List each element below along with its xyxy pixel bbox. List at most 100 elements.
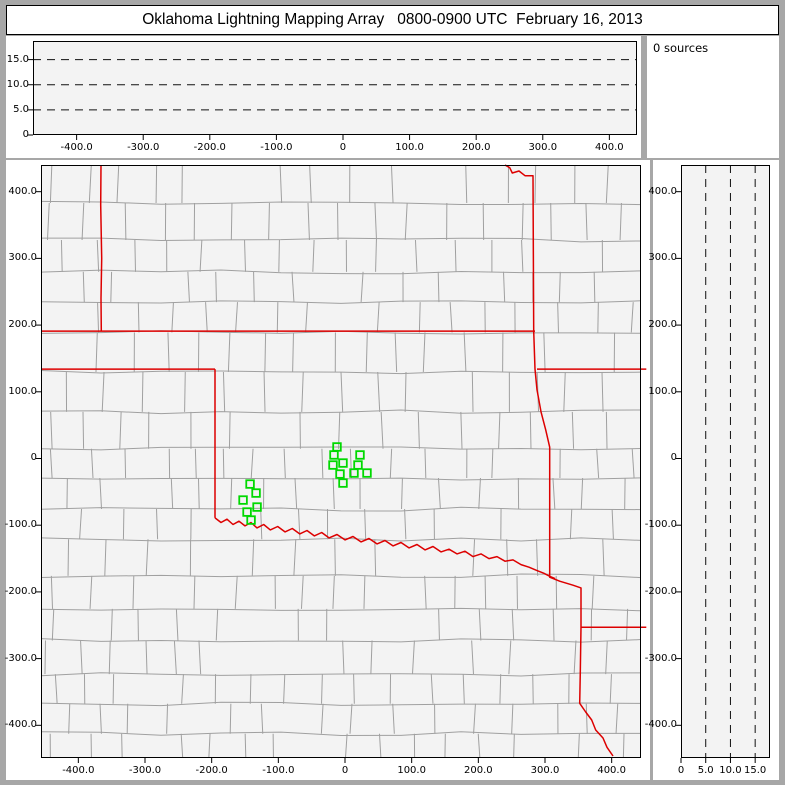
county-line bbox=[332, 478, 335, 510]
county-line bbox=[569, 508, 573, 540]
tick-label: -200.0 bbox=[195, 765, 228, 776]
county-line bbox=[222, 448, 225, 479]
station-marker bbox=[328, 460, 338, 470]
county-line bbox=[591, 575, 595, 609]
county-line bbox=[340, 372, 344, 412]
county-line bbox=[484, 575, 487, 609]
county-line bbox=[615, 703, 619, 734]
window-title: Oklahoma Lightning Mapping Array 0800-09… bbox=[142, 11, 643, 28]
tick-label: 400.0 bbox=[648, 185, 677, 197]
tick-label: 200.0 bbox=[461, 142, 491, 153]
county-line bbox=[550, 202, 552, 240]
county-line bbox=[558, 271, 561, 303]
tick-label: -100.0 bbox=[260, 142, 293, 153]
county-line bbox=[465, 164, 468, 204]
station-marker bbox=[245, 479, 255, 489]
county-line bbox=[511, 608, 515, 641]
county-line bbox=[473, 703, 476, 734]
county-line bbox=[175, 608, 179, 641]
tick-label: -300.0 bbox=[128, 765, 162, 776]
county-line bbox=[477, 733, 481, 759]
county-line bbox=[228, 411, 231, 449]
county-line bbox=[552, 608, 555, 641]
tick-label: 300.0 bbox=[8, 252, 37, 264]
county-line bbox=[438, 608, 440, 641]
county-line bbox=[349, 703, 353, 734]
county-line bbox=[378, 733, 382, 759]
county-line bbox=[499, 674, 502, 704]
county-line bbox=[110, 271, 113, 303]
county-line bbox=[260, 703, 264, 734]
county-line bbox=[184, 372, 186, 412]
county-line bbox=[51, 608, 55, 641]
county-line bbox=[506, 539, 509, 576]
county-line bbox=[424, 575, 427, 609]
county-line bbox=[89, 575, 93, 609]
county-line bbox=[585, 703, 588, 734]
panel-altitude-ns: 0 5.0 10.0 15.0 400.0 300.0 200.0 100.0 0 -100.0 -… bbox=[645, 160, 779, 780]
station-marker bbox=[246, 515, 256, 525]
county-line bbox=[392, 703, 395, 734]
tick-label: -100.0 bbox=[262, 765, 295, 776]
county-line bbox=[630, 302, 634, 333]
county-line bbox=[418, 302, 421, 333]
tick-label: -100.0 bbox=[644, 519, 677, 531]
tick-label: -300.0 bbox=[644, 652, 677, 664]
county-line bbox=[580, 478, 584, 510]
county-line bbox=[463, 332, 467, 373]
county-line bbox=[49, 448, 53, 479]
county-line bbox=[577, 733, 580, 759]
county-line bbox=[50, 575, 54, 609]
county-line bbox=[375, 239, 377, 272]
county-line bbox=[229, 703, 232, 734]
county-line bbox=[171, 302, 174, 333]
county-line bbox=[563, 372, 566, 412]
county-line bbox=[68, 703, 71, 734]
county-line bbox=[353, 674, 355, 704]
tick-label: 5.0 bbox=[697, 765, 714, 776]
county-line bbox=[292, 332, 294, 373]
county-line bbox=[40, 409, 642, 415]
station-marker bbox=[338, 458, 348, 468]
county-line bbox=[276, 302, 279, 333]
county-line bbox=[602, 539, 605, 576]
county-line bbox=[534, 164, 537, 204]
county-line bbox=[611, 509, 614, 540]
tick-label: 200.0 bbox=[648, 319, 677, 331]
county-line bbox=[40, 607, 642, 612]
county-line bbox=[363, 575, 366, 609]
county-line bbox=[90, 448, 94, 479]
county-grid bbox=[40, 164, 642, 759]
county-line bbox=[137, 302, 140, 333]
county-line bbox=[104, 539, 107, 576]
county-line bbox=[291, 271, 295, 303]
plot-frame bbox=[681, 165, 770, 758]
county-line bbox=[334, 539, 336, 576]
county-line bbox=[342, 640, 345, 675]
county-line bbox=[374, 539, 377, 576]
county-line bbox=[573, 640, 577, 675]
county-line bbox=[471, 372, 474, 412]
county-line bbox=[424, 448, 427, 479]
county-line bbox=[605, 411, 608, 449]
tick-label: 0 bbox=[677, 765, 685, 776]
county-line bbox=[321, 674, 323, 704]
county-line bbox=[516, 575, 518, 609]
county-line bbox=[377, 372, 381, 412]
county-line bbox=[124, 448, 127, 479]
county-line bbox=[54, 674, 58, 704]
county-line bbox=[472, 539, 476, 576]
county-line bbox=[95, 332, 98, 373]
county-line bbox=[101, 372, 105, 412]
station-marker bbox=[252, 502, 262, 512]
tick-label: 10.0 bbox=[719, 765, 742, 776]
county-line bbox=[99, 703, 102, 734]
county-line bbox=[622, 733, 625, 759]
county-line bbox=[46, 202, 50, 240]
county-line bbox=[462, 674, 465, 704]
county-line bbox=[215, 608, 219, 641]
county-line bbox=[250, 448, 254, 479]
tick-label: -200.0 bbox=[4, 585, 37, 597]
county-line bbox=[332, 575, 335, 609]
county-line bbox=[249, 674, 252, 704]
